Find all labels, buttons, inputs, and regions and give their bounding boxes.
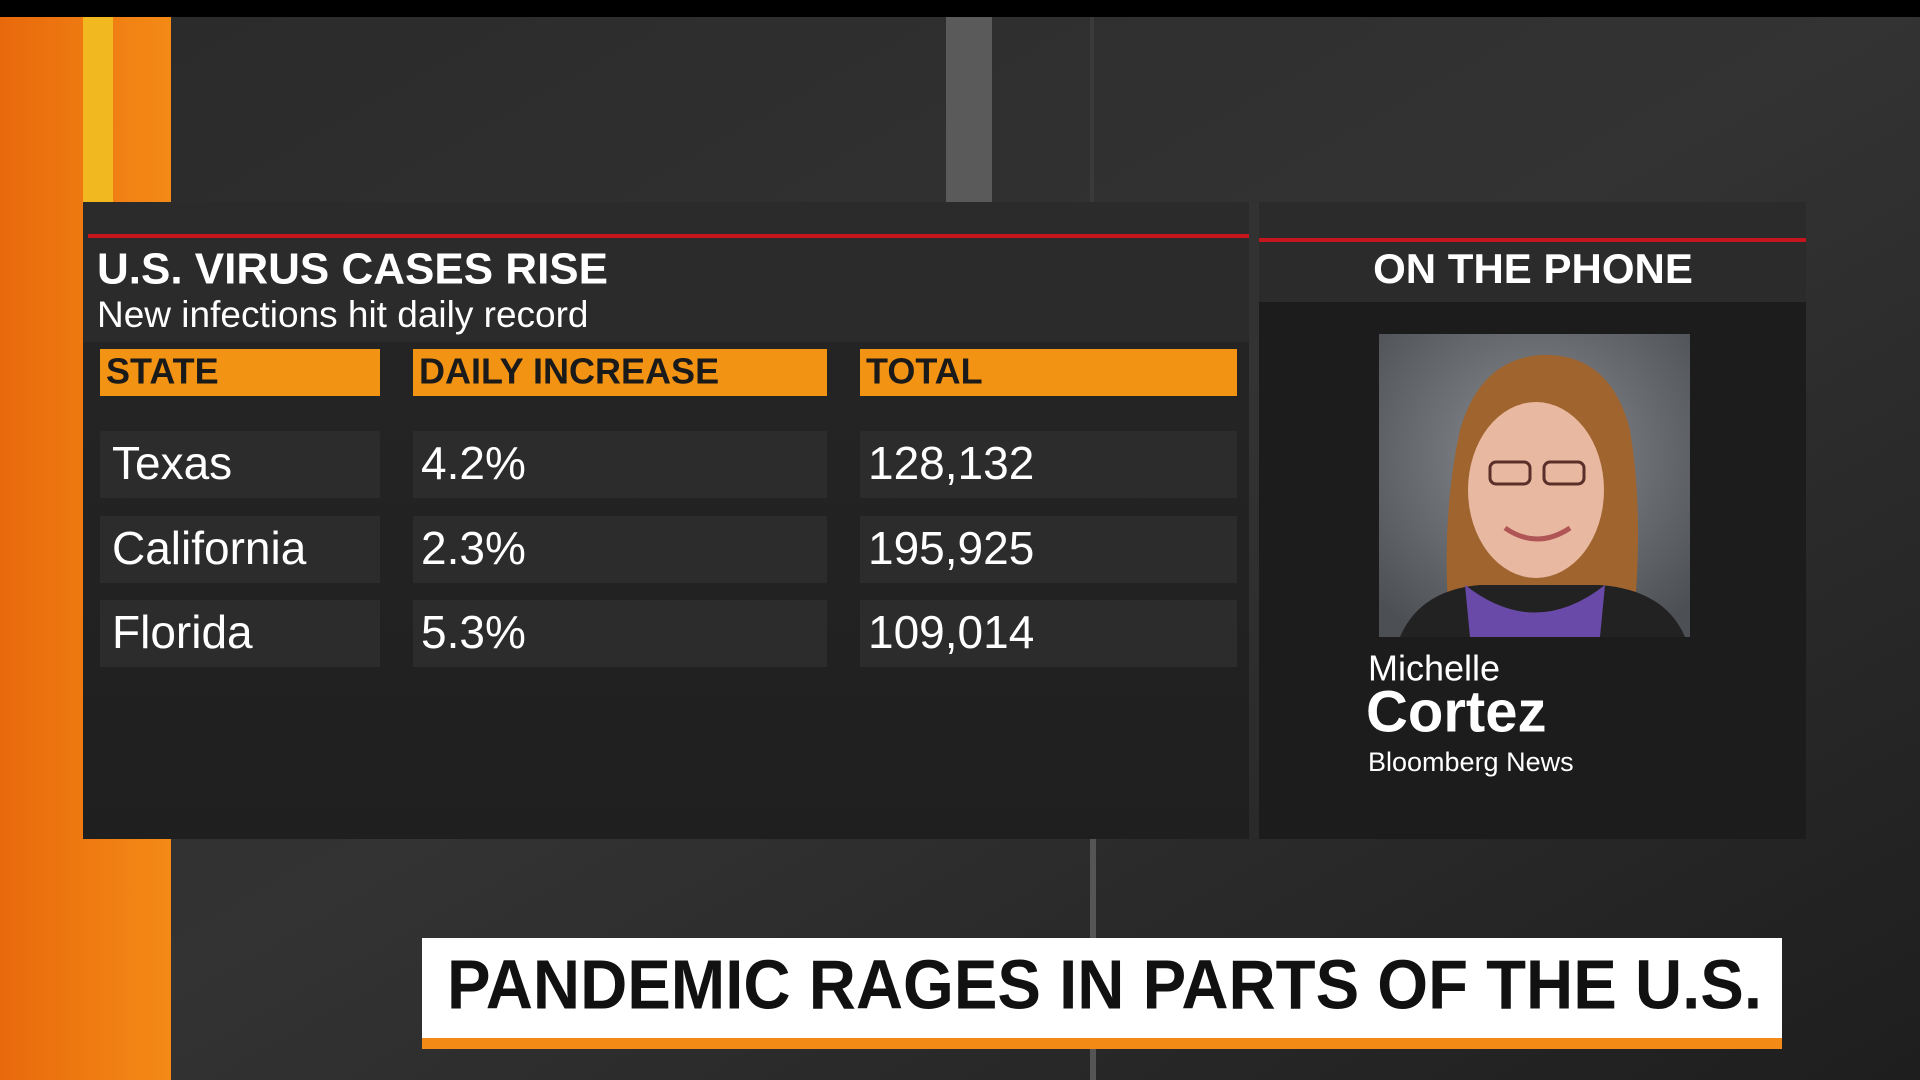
guest-last-name: Cortez (1366, 679, 1546, 744)
cell: 4.2% (421, 437, 526, 489)
column-header-bg (100, 349, 380, 396)
top-bar (0, 0, 1920, 17)
column-header: STATE (106, 351, 219, 392)
cell-bg (100, 600, 380, 667)
cell-bg (860, 431, 1237, 498)
table-title: U.S. VIRUS CASES RISE (97, 245, 608, 294)
cell: California (112, 522, 307, 574)
guest-affiliation: Bloomberg News (1368, 747, 1574, 777)
cell: 128,132 (868, 437, 1034, 489)
yellow-stripe (83, 17, 113, 202)
cell: Florida (112, 606, 253, 658)
cell-bg (100, 431, 380, 498)
cell-bg (860, 600, 1237, 667)
headline: PANDEMIC RAGES IN PARTS OF THE U.S. (447, 945, 1762, 1023)
cell-bg (100, 516, 380, 583)
table-header-bg (83, 202, 1249, 342)
guest-first-name: Michelle (1368, 648, 1500, 689)
photo-glasses (1542, 460, 1586, 486)
photo-glasses (1488, 460, 1532, 486)
guest-photo (1379, 334, 1690, 637)
table-subtitle: New infections hit daily record (97, 294, 589, 335)
cell-bg (860, 516, 1237, 583)
column-header: TOTAL (866, 351, 983, 392)
cell: 195,925 (868, 522, 1034, 574)
bg-stripe (946, 17, 992, 202)
table: STATE DAILY INCREASE TOTAL Texas 4.2% 128,132… (100, 349, 1237, 667)
photo-smile (1503, 525, 1572, 542)
column-header-bg (413, 349, 827, 396)
column-header: DAILY INCREASE (419, 351, 719, 392)
phone-header-bg (1259, 202, 1806, 302)
cell-bg (413, 600, 827, 667)
headline-underline (422, 1038, 1782, 1049)
photo-scarf (1465, 585, 1605, 637)
cell: 109,014 (868, 606, 1034, 658)
red-rule (88, 234, 1249, 238)
headline-box (422, 938, 1782, 1038)
phone-title: ON THE PHONE (1373, 245, 1693, 292)
cell: 2.3% (421, 522, 526, 574)
cell: Texas (112, 437, 232, 489)
photo-face (1468, 402, 1604, 578)
red-rule (1259, 238, 1806, 242)
cell: 5.3% (421, 606, 526, 658)
cell-bg (413, 516, 827, 583)
cell-bg (413, 431, 827, 498)
column-header-bg (860, 349, 1237, 396)
